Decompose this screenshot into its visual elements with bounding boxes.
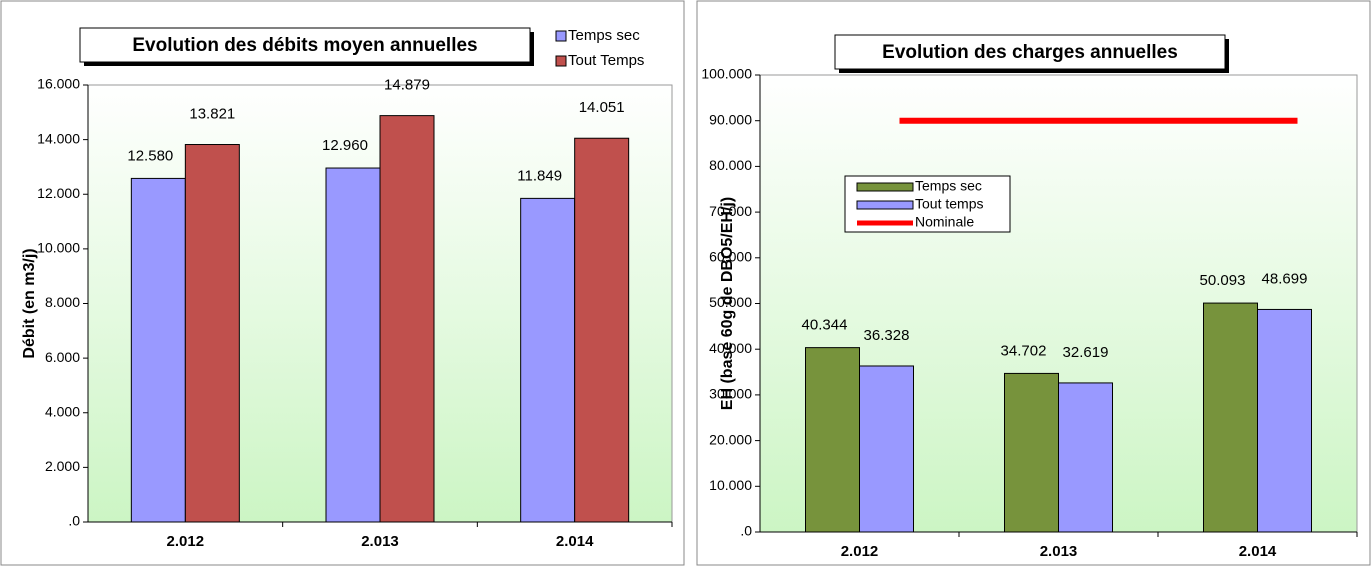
bar <box>1058 382 1113 533</box>
value-label: 14.051 <box>579 99 625 116</box>
y-axis-label: EH (base 60g de DBO5/EH/j) <box>719 197 736 410</box>
legend-label: Tout temps <box>915 196 983 212</box>
bar <box>1257 308 1312 533</box>
y-tick-label: 2.000 <box>45 458 80 474</box>
y-tick-label: 12.000 <box>37 185 80 201</box>
x-tick-label: 2.014 <box>556 533 594 550</box>
bar <box>325 167 381 523</box>
y-axis-label: Débit (en m3/j) <box>21 248 38 358</box>
y-tick-label: 16.000 <box>37 76 80 92</box>
value-label: 34.702 <box>1001 342 1047 359</box>
bar <box>130 177 186 523</box>
value-label: 32.619 <box>1063 344 1109 361</box>
bar <box>520 197 576 523</box>
bar <box>805 347 860 533</box>
x-tick-label: 2.012 <box>167 533 205 550</box>
bar <box>1203 302 1258 533</box>
x-tick-label: 2.013 <box>1040 543 1078 560</box>
y-tick-label: 30.000 <box>709 386 752 402</box>
value-label: 14.879 <box>384 77 430 94</box>
bar <box>379 115 435 523</box>
legend-swatch <box>555 55 567 67</box>
chart-title: Evolution des débits moyen annuelles <box>132 35 477 56</box>
y-tick-label: 10.000 <box>37 240 80 256</box>
y-tick-label: 60.000 <box>709 249 752 265</box>
y-tick-label: 6.000 <box>45 349 80 365</box>
legend-label: Temps sec <box>568 27 640 44</box>
x-tick-label: 2.012 <box>841 543 879 560</box>
y-tick-label: 80.000 <box>709 157 752 173</box>
value-label: 40.344 <box>802 317 848 334</box>
y-tick-label: 70.000 <box>709 203 752 219</box>
legend-swatch <box>856 200 914 210</box>
value-label: 50.093 <box>1200 272 1246 289</box>
y-tick-label: 8.000 <box>45 294 80 310</box>
y-tick-label: 40.000 <box>709 340 752 356</box>
legend-label: Nominale <box>915 214 974 230</box>
x-tick-label: 2.013 <box>361 533 399 550</box>
y-tick-label: 4.000 <box>45 403 80 419</box>
legend-label: Temps sec <box>915 178 982 194</box>
y-tick-label: .0 <box>740 523 752 539</box>
legend-swatch <box>555 30 567 42</box>
value-label: 11.849 <box>517 167 562 184</box>
bar <box>1004 372 1059 533</box>
y-tick-label: 50.000 <box>709 294 752 310</box>
bar <box>184 144 240 523</box>
bar <box>859 365 914 533</box>
y-tick-label: 100.000 <box>701 66 752 82</box>
title-box <box>79 27 531 63</box>
legend-swatch <box>856 182 914 192</box>
value-label: 12.960 <box>322 137 368 154</box>
chart-title: Evolution des charges annuelles <box>882 42 1178 63</box>
value-label: 36.328 <box>864 327 910 344</box>
value-label: 13.821 <box>189 105 235 122</box>
y-tick-label: 20.000 <box>709 431 752 447</box>
legend-label: Tout Temps <box>568 52 644 69</box>
bar <box>574 137 630 523</box>
title-box <box>834 34 1226 70</box>
y-tick-label: 90.000 <box>709 111 752 127</box>
y-tick-label: 10.000 <box>709 477 752 493</box>
y-tick-label: 14.000 <box>37 130 80 146</box>
y-tick-label: .0 <box>68 513 80 529</box>
x-tick-label: 2.014 <box>1239 543 1277 560</box>
value-label: 12.580 <box>127 147 173 164</box>
value-label: 48.699 <box>1262 270 1308 287</box>
